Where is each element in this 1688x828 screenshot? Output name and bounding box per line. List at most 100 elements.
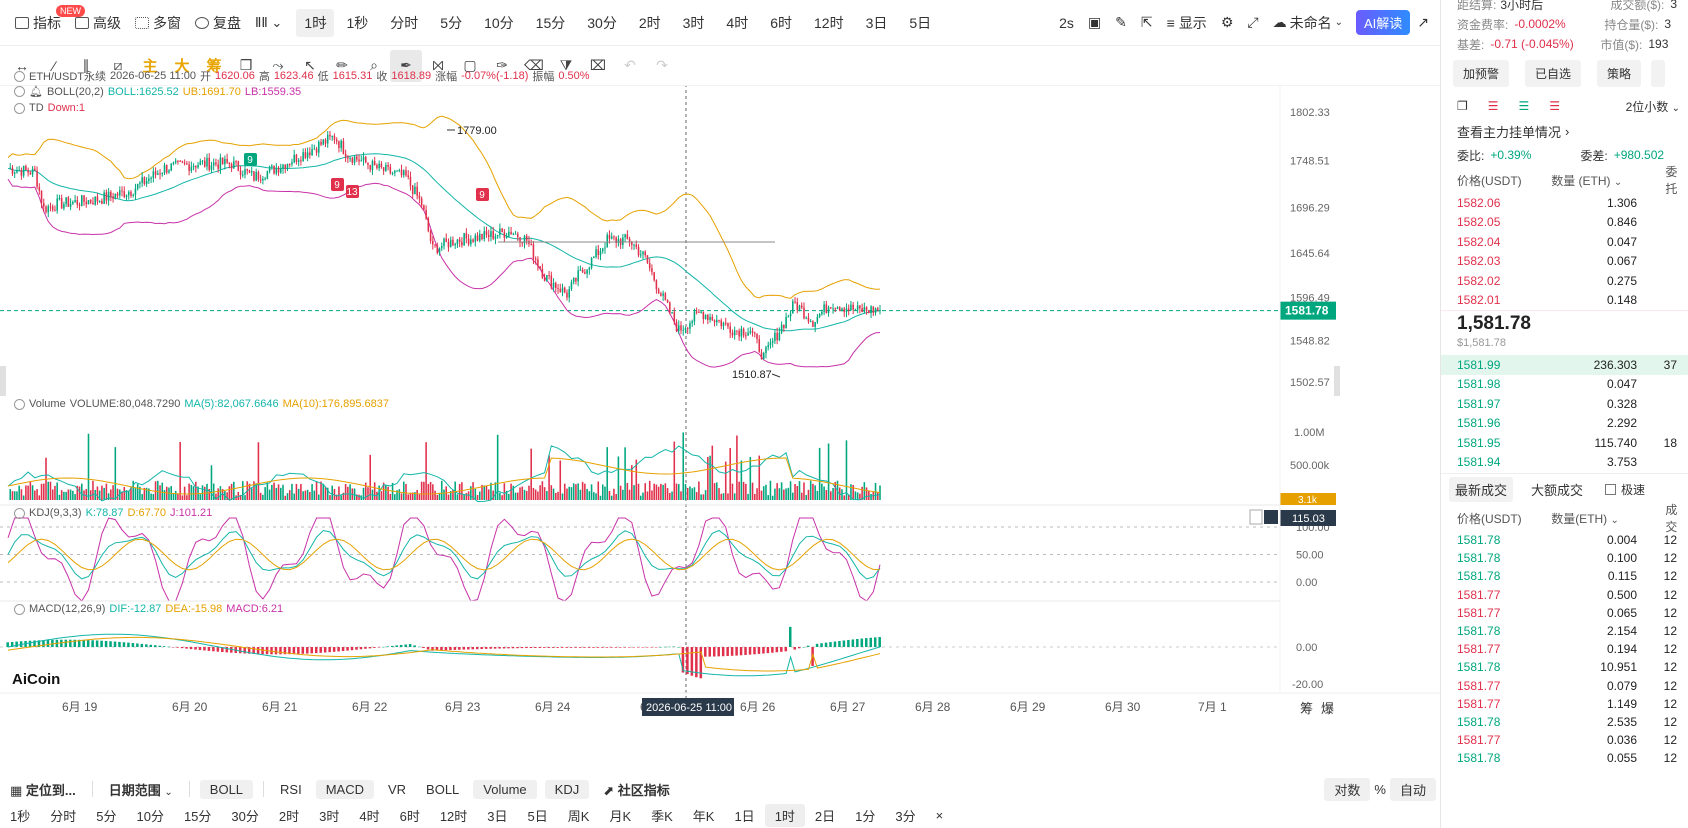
chip-boll[interactable]: BOLL xyxy=(426,781,460,797)
bottom-interval-option[interactable]: 3时 xyxy=(319,808,340,824)
large-order-toggle[interactable]: 大 xyxy=(174,58,190,75)
magnet-icon[interactable]: ⨝ xyxy=(432,57,444,73)
collapse-icon[interactable] xyxy=(14,507,25,519)
orderbook-row[interactable]: 1581.98 0.047 xyxy=(1441,375,1688,395)
collapse-icon[interactable] xyxy=(14,398,25,410)
interval-option[interactable]: 12时 xyxy=(814,14,844,31)
filter-icon[interactable]: ⧩ xyxy=(559,57,573,73)
cursor-icon[interactable]: ↖ xyxy=(304,57,316,73)
bottom-interval-option[interactable]: 分时 xyxy=(50,808,77,824)
chip-volume[interactable]: Volume xyxy=(473,779,537,799)
brush-icon[interactable]: ✒ xyxy=(390,49,422,82)
collapse-icon[interactable] xyxy=(14,102,25,114)
chart-type-button[interactable]: ⅡⅡ ⌄ xyxy=(248,9,289,37)
community-indicators-button[interactable]: ⬈ 社区指标 xyxy=(603,782,670,798)
orderbook-row[interactable]: 1581.94 3.753 xyxy=(1441,453,1688,473)
orderbook-row[interactable]: 1582.06 1.306 xyxy=(1441,193,1688,213)
advanced-button[interactable]: 高级 xyxy=(68,9,128,37)
qty-column-header[interactable]: 数量 (ETH) ⌄ xyxy=(1551,173,1623,188)
chip-rsi[interactable]: RSI xyxy=(280,781,302,797)
bottom-interval-option[interactable]: 10分 xyxy=(136,808,164,824)
refresh-rate[interactable]: 2s xyxy=(1059,14,1074,31)
bottom-interval-option[interactable]: 5日 xyxy=(527,808,548,824)
orderbook-both-icon[interactable]: ❐ xyxy=(1457,99,1468,113)
log-scale-button[interactable]: 对数 xyxy=(1324,777,1371,801)
orderbook-row[interactable]: 1581.97 0.328 xyxy=(1441,394,1688,414)
settings-gear-icon[interactable]: ⚙ xyxy=(1220,14,1234,30)
bottom-interval-option[interactable]: 2时 xyxy=(278,808,300,824)
replay-button[interactable]: 复盘 xyxy=(188,9,248,37)
orderbook-depth-icon[interactable]: ☰ xyxy=(1549,99,1561,113)
tab-large-trades[interactable]: 大额成交 xyxy=(1531,483,1584,498)
interval-option[interactable]: 30分 xyxy=(587,14,617,31)
pen-icon[interactable]: ✎ xyxy=(1115,14,1127,30)
trades-qty-header[interactable]: 数量(ETH) ⌄ xyxy=(1551,511,1619,526)
fullscreen-icon[interactable]: ⤢ xyxy=(1247,14,1259,30)
ai-analyze-button[interactable]: AI解读 xyxy=(1355,10,1411,35)
more-button[interactable] xyxy=(1651,60,1666,87)
horizontal-line-icon[interactable]: ↔ xyxy=(15,57,29,74)
collapse-icon[interactable] xyxy=(14,86,25,97)
strategy-button[interactable]: 策略 xyxy=(1597,60,1642,87)
share-icon[interactable]: ⇱ xyxy=(1140,14,1153,30)
main-force-toggle[interactable]: 主 xyxy=(142,58,158,75)
interval-option[interactable]: 10分 xyxy=(484,14,514,31)
pattern-icon[interactable]: ❒ xyxy=(239,57,253,73)
undo-icon[interactable]: ↶ xyxy=(624,57,636,73)
bottom-interval-option[interactable]: 1分 xyxy=(855,808,876,824)
watchlist-button[interactable]: 已自选 xyxy=(1525,60,1582,87)
chip-macd[interactable]: MACD xyxy=(315,779,374,799)
chip-boll-main[interactable]: BOLL xyxy=(199,779,254,799)
locate-button[interactable]: ▦ 定位到... xyxy=(10,782,76,798)
bottom-interval-option[interactable]: 12时 xyxy=(439,808,468,824)
orderbook-row[interactable]: 1582.03 0.067 xyxy=(1441,252,1688,272)
bottom-interval-option[interactable]: 3日 xyxy=(487,808,508,824)
ruler-icon[interactable]: ⧄ xyxy=(113,57,123,73)
orderbook-row[interactable]: 1582.00122.20819 xyxy=(1441,310,1688,311)
interval-option[interactable]: 15分 xyxy=(535,14,566,31)
ruler-pen-icon[interactable]: ✏ xyxy=(336,57,348,73)
interval-option[interactable]: 5分 xyxy=(440,14,463,31)
interval-selector[interactable]: 1时 ⌄ xyxy=(289,8,335,37)
ray-line-icon[interactable]: ∕ xyxy=(52,57,56,74)
bottom-interval-option[interactable]: 1日 xyxy=(734,808,755,824)
trash-icon[interactable]: ⌧ xyxy=(589,57,607,73)
bottom-interval-option[interactable]: 2日 xyxy=(814,808,836,824)
note-icon[interactable]: ✑ xyxy=(496,57,508,73)
bottom-interval-option[interactable]: 周K xyxy=(567,808,590,824)
bottom-interval-option[interactable]: 月K xyxy=(609,808,632,824)
interval-option[interactable]: 5日 xyxy=(909,14,932,31)
camera-icon[interactable]: ▣ xyxy=(1087,14,1102,30)
auto-scale-button[interactable]: 自动 xyxy=(1389,777,1436,801)
collapse-icon[interactable] xyxy=(14,70,25,82)
bottom-interval-option[interactable]: 4时 xyxy=(359,808,380,824)
interval-option[interactable]: 1秒 xyxy=(346,14,369,31)
bottom-interval-option[interactable]: 30分 xyxy=(231,808,259,824)
parallel-line-icon[interactable]: ∥ xyxy=(82,57,90,73)
collapse-icon[interactable] xyxy=(14,603,25,615)
external-link-icon[interactable]: ↗ xyxy=(1417,14,1429,30)
date-range-selector[interactable]: 日期范围 ⌄ xyxy=(108,782,173,798)
close-icon[interactable]: × xyxy=(935,807,944,823)
bottom-interval-option[interactable]: 年K xyxy=(692,808,715,824)
tab-latest-trades[interactable]: 最新成交 xyxy=(1449,477,1514,502)
add-alert-button[interactable]: 加预警 xyxy=(1453,60,1510,87)
chip-toggle[interactable]: 筹 xyxy=(206,58,222,75)
bottom-interval-option[interactable]: 季K xyxy=(651,808,673,824)
redo-icon[interactable]: ↷ xyxy=(656,57,668,73)
interval-option[interactable]: 2时 xyxy=(638,14,661,31)
orderbook-row[interactable]: 1582.02 0.275 xyxy=(1441,271,1688,291)
display-button[interactable]: ≡ 显示 xyxy=(1166,14,1207,31)
bottom-interval-option[interactable]: 1秒 xyxy=(10,808,31,824)
orderbook-row[interactable]: 1582.01 0.148 xyxy=(1441,291,1688,311)
indicators-button[interactable]: 指标 NEW xyxy=(8,4,85,37)
layout-selector[interactable]: ☁ 未命名 ⌄ xyxy=(1272,14,1343,31)
interval-option[interactable]: 6时 xyxy=(770,14,793,31)
orderbook-row[interactable]: 1582.05 0.846 xyxy=(1441,213,1688,233)
view-main-orders-link[interactable]: 查看主力挂单情况 › xyxy=(1457,123,1570,140)
bottom-interval-option[interactable]: 15分 xyxy=(183,808,212,824)
orderbook-row[interactable]: 1581.99 236.303 37 xyxy=(1441,355,1688,375)
orderbook-row[interactable]: 1582.04 0.047 xyxy=(1441,232,1688,252)
bottom-interval-option[interactable]: 5分 xyxy=(96,808,117,824)
multi-window-button[interactable]: 多窗 xyxy=(128,9,188,37)
